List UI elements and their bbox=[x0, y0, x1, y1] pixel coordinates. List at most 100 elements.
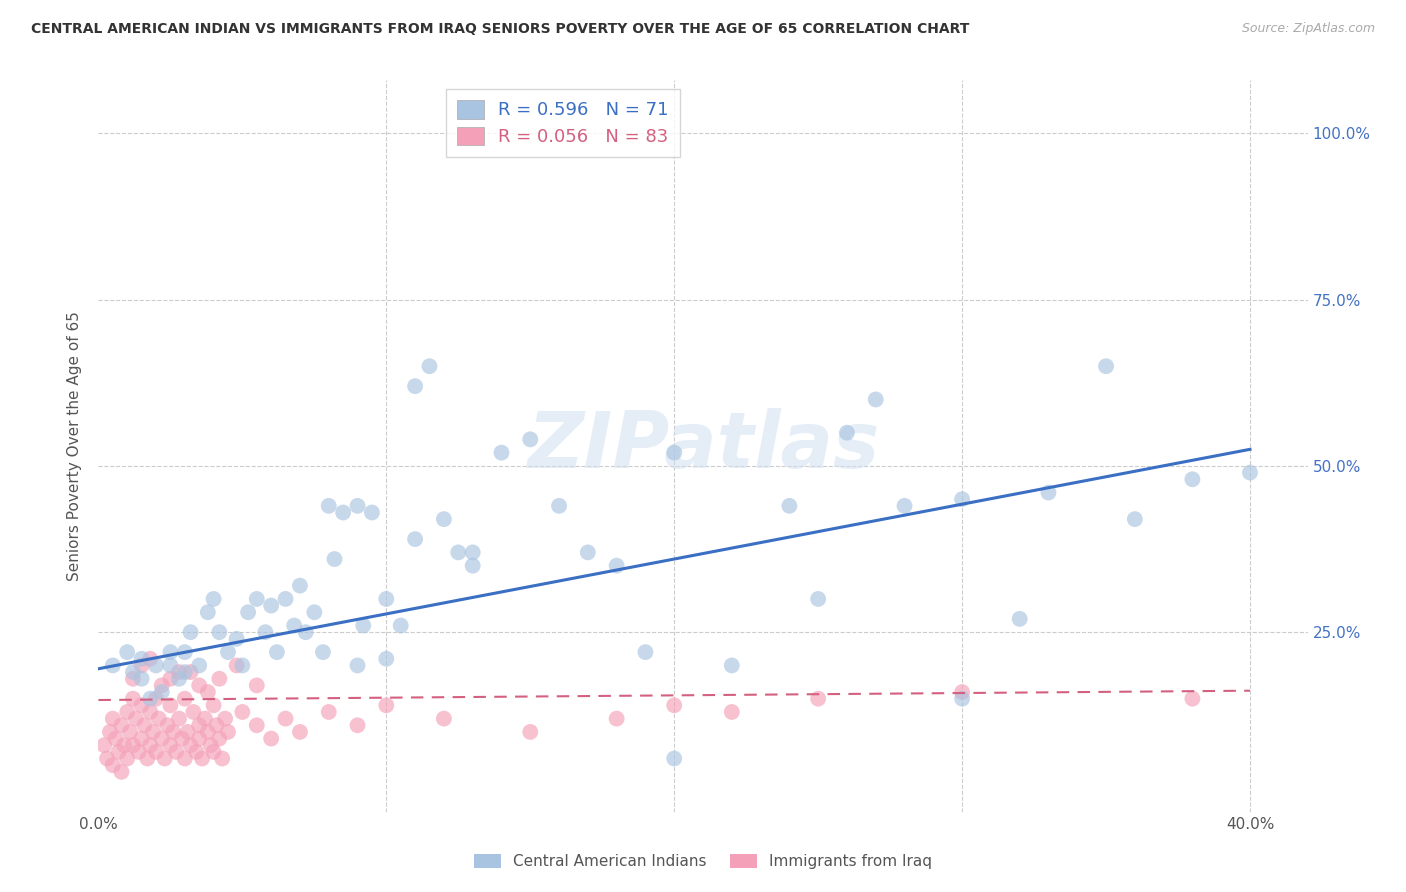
Point bbox=[96, 751, 118, 765]
Point bbox=[288, 725, 311, 739]
Point bbox=[131, 672, 153, 686]
Point bbox=[318, 705, 340, 719]
Legend: R = 0.596   N = 71, R = 0.056   N = 83: R = 0.596 N = 71, R = 0.056 N = 83 bbox=[446, 89, 679, 157]
Point bbox=[375, 591, 398, 606]
Point bbox=[167, 672, 190, 686]
Point bbox=[260, 731, 283, 746]
Point bbox=[447, 545, 470, 559]
Point bbox=[606, 712, 628, 726]
Point bbox=[1008, 612, 1031, 626]
Point bbox=[519, 433, 541, 447]
Text: Source: ZipAtlas.com: Source: ZipAtlas.com bbox=[1241, 22, 1375, 36]
Point bbox=[778, 499, 800, 513]
Point bbox=[125, 712, 148, 726]
Point bbox=[194, 712, 217, 726]
Point bbox=[150, 685, 173, 699]
Text: CENTRAL AMERICAN INDIAN VS IMMIGRANTS FROM IRAQ SENIORS POVERTY OVER THE AGE OF : CENTRAL AMERICAN INDIAN VS IMMIGRANTS FR… bbox=[31, 22, 969, 37]
Point bbox=[98, 725, 121, 739]
Point bbox=[145, 658, 167, 673]
Point bbox=[115, 705, 138, 719]
Point bbox=[148, 712, 170, 726]
Point bbox=[519, 725, 541, 739]
Text: ZIPatlas: ZIPatlas bbox=[527, 408, 879, 484]
Point bbox=[274, 712, 297, 726]
Point bbox=[170, 731, 193, 746]
Point bbox=[173, 691, 195, 706]
Point bbox=[225, 658, 247, 673]
Point bbox=[139, 705, 162, 719]
Point bbox=[1181, 691, 1204, 706]
Point bbox=[197, 685, 219, 699]
Point bbox=[159, 672, 181, 686]
Point bbox=[231, 705, 253, 719]
Point bbox=[104, 731, 127, 746]
Point bbox=[266, 645, 288, 659]
Point bbox=[131, 731, 153, 746]
Point bbox=[461, 545, 484, 559]
Point bbox=[136, 751, 159, 765]
Point bbox=[217, 725, 239, 739]
Point bbox=[217, 645, 239, 659]
Point bbox=[188, 718, 211, 732]
Point bbox=[1123, 512, 1146, 526]
Point bbox=[191, 751, 214, 765]
Point bbox=[288, 579, 311, 593]
Point bbox=[150, 678, 173, 692]
Point bbox=[101, 658, 124, 673]
Point bbox=[461, 558, 484, 573]
Point bbox=[159, 698, 181, 713]
Point bbox=[807, 691, 830, 706]
Point bbox=[404, 379, 426, 393]
Point bbox=[1095, 359, 1118, 374]
Point bbox=[404, 532, 426, 546]
Point bbox=[835, 425, 858, 440]
Point bbox=[134, 718, 156, 732]
Legend: Central American Indians, Immigrants from Iraq: Central American Indians, Immigrants fro… bbox=[467, 848, 939, 875]
Point bbox=[548, 499, 571, 513]
Point bbox=[202, 698, 225, 713]
Point bbox=[634, 645, 657, 659]
Point bbox=[162, 725, 184, 739]
Point bbox=[145, 691, 167, 706]
Point bbox=[167, 665, 190, 679]
Point bbox=[720, 705, 742, 719]
Point bbox=[180, 665, 202, 679]
Point bbox=[173, 665, 195, 679]
Point bbox=[131, 652, 153, 666]
Point bbox=[200, 738, 222, 752]
Point bbox=[433, 512, 456, 526]
Point bbox=[122, 691, 145, 706]
Point bbox=[294, 625, 316, 640]
Point bbox=[346, 658, 368, 673]
Point bbox=[131, 658, 153, 673]
Point bbox=[346, 718, 368, 732]
Point bbox=[664, 751, 686, 765]
Point bbox=[720, 658, 742, 673]
Point bbox=[375, 652, 398, 666]
Point bbox=[318, 499, 340, 513]
Point bbox=[139, 652, 162, 666]
Point bbox=[110, 718, 132, 732]
Point bbox=[159, 658, 181, 673]
Point bbox=[491, 445, 513, 459]
Point bbox=[120, 725, 142, 739]
Point bbox=[112, 738, 135, 752]
Point bbox=[180, 738, 202, 752]
Point bbox=[176, 725, 198, 739]
Point bbox=[101, 758, 124, 772]
Point bbox=[606, 558, 628, 573]
Point bbox=[122, 665, 145, 679]
Point bbox=[205, 718, 228, 732]
Point bbox=[150, 731, 173, 746]
Y-axis label: Seniors Poverty Over the Age of 65: Seniors Poverty Over the Age of 65 bbox=[67, 311, 83, 581]
Point bbox=[153, 751, 176, 765]
Point bbox=[188, 731, 211, 746]
Point bbox=[159, 738, 181, 752]
Point bbox=[122, 738, 145, 752]
Point bbox=[274, 591, 297, 606]
Point bbox=[167, 712, 190, 726]
Point bbox=[208, 731, 231, 746]
Point bbox=[139, 691, 162, 706]
Point bbox=[183, 705, 205, 719]
Point bbox=[159, 645, 181, 659]
